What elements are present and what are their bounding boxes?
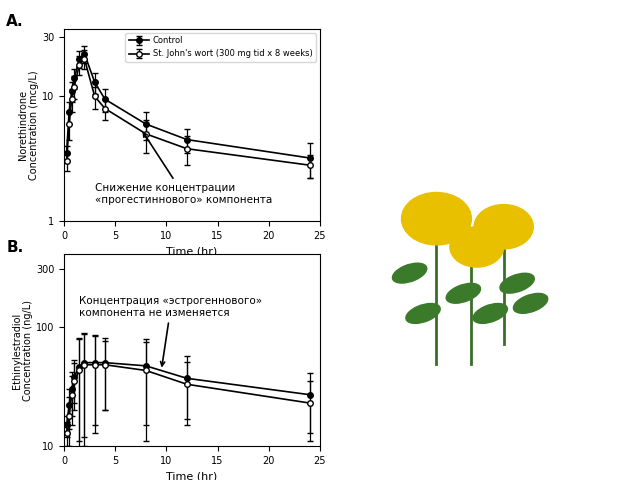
Text: B.: B. <box>6 240 24 255</box>
Text: Снижение концентрации
«прогестиннового» компонента: Снижение концентрации «прогестиннового» … <box>95 132 272 205</box>
Text: Hall S, et al., 2003: Hall S, et al., 2003 <box>479 452 624 466</box>
X-axis label: Time (hr): Time (hr) <box>166 246 218 256</box>
Ellipse shape <box>473 303 508 324</box>
Circle shape <box>474 204 533 249</box>
Circle shape <box>401 192 472 245</box>
Legend: Control, St. John's wort (300 mg tid x 8 weeks): Control, St. John's wort (300 mg tid x 8… <box>125 33 316 62</box>
Text: Концентрация «эстрогеннового»
компонента не изменяется: Концентрация «эстрогеннового» компонента… <box>79 296 262 366</box>
Text: Зверобой снижает
концентрацию
«прогестинового» компонента
оральных контрацептиво: Зверобой снижает концентрацию «прогестин… <box>339 14 632 103</box>
Ellipse shape <box>392 263 427 283</box>
Circle shape <box>450 227 504 267</box>
Ellipse shape <box>513 293 548 313</box>
Ellipse shape <box>406 303 440 324</box>
Y-axis label: Norethindrone
Concentration (mcg/L): Norethindrone Concentration (mcg/L) <box>18 70 39 180</box>
Text: A.: A. <box>6 14 24 29</box>
Ellipse shape <box>446 283 481 303</box>
Y-axis label: Ethinylestradiol
Concentration (ng/L): Ethinylestradiol Concentration (ng/L) <box>12 300 33 401</box>
X-axis label: Time (hr): Time (hr) <box>166 472 218 480</box>
Ellipse shape <box>500 273 534 293</box>
